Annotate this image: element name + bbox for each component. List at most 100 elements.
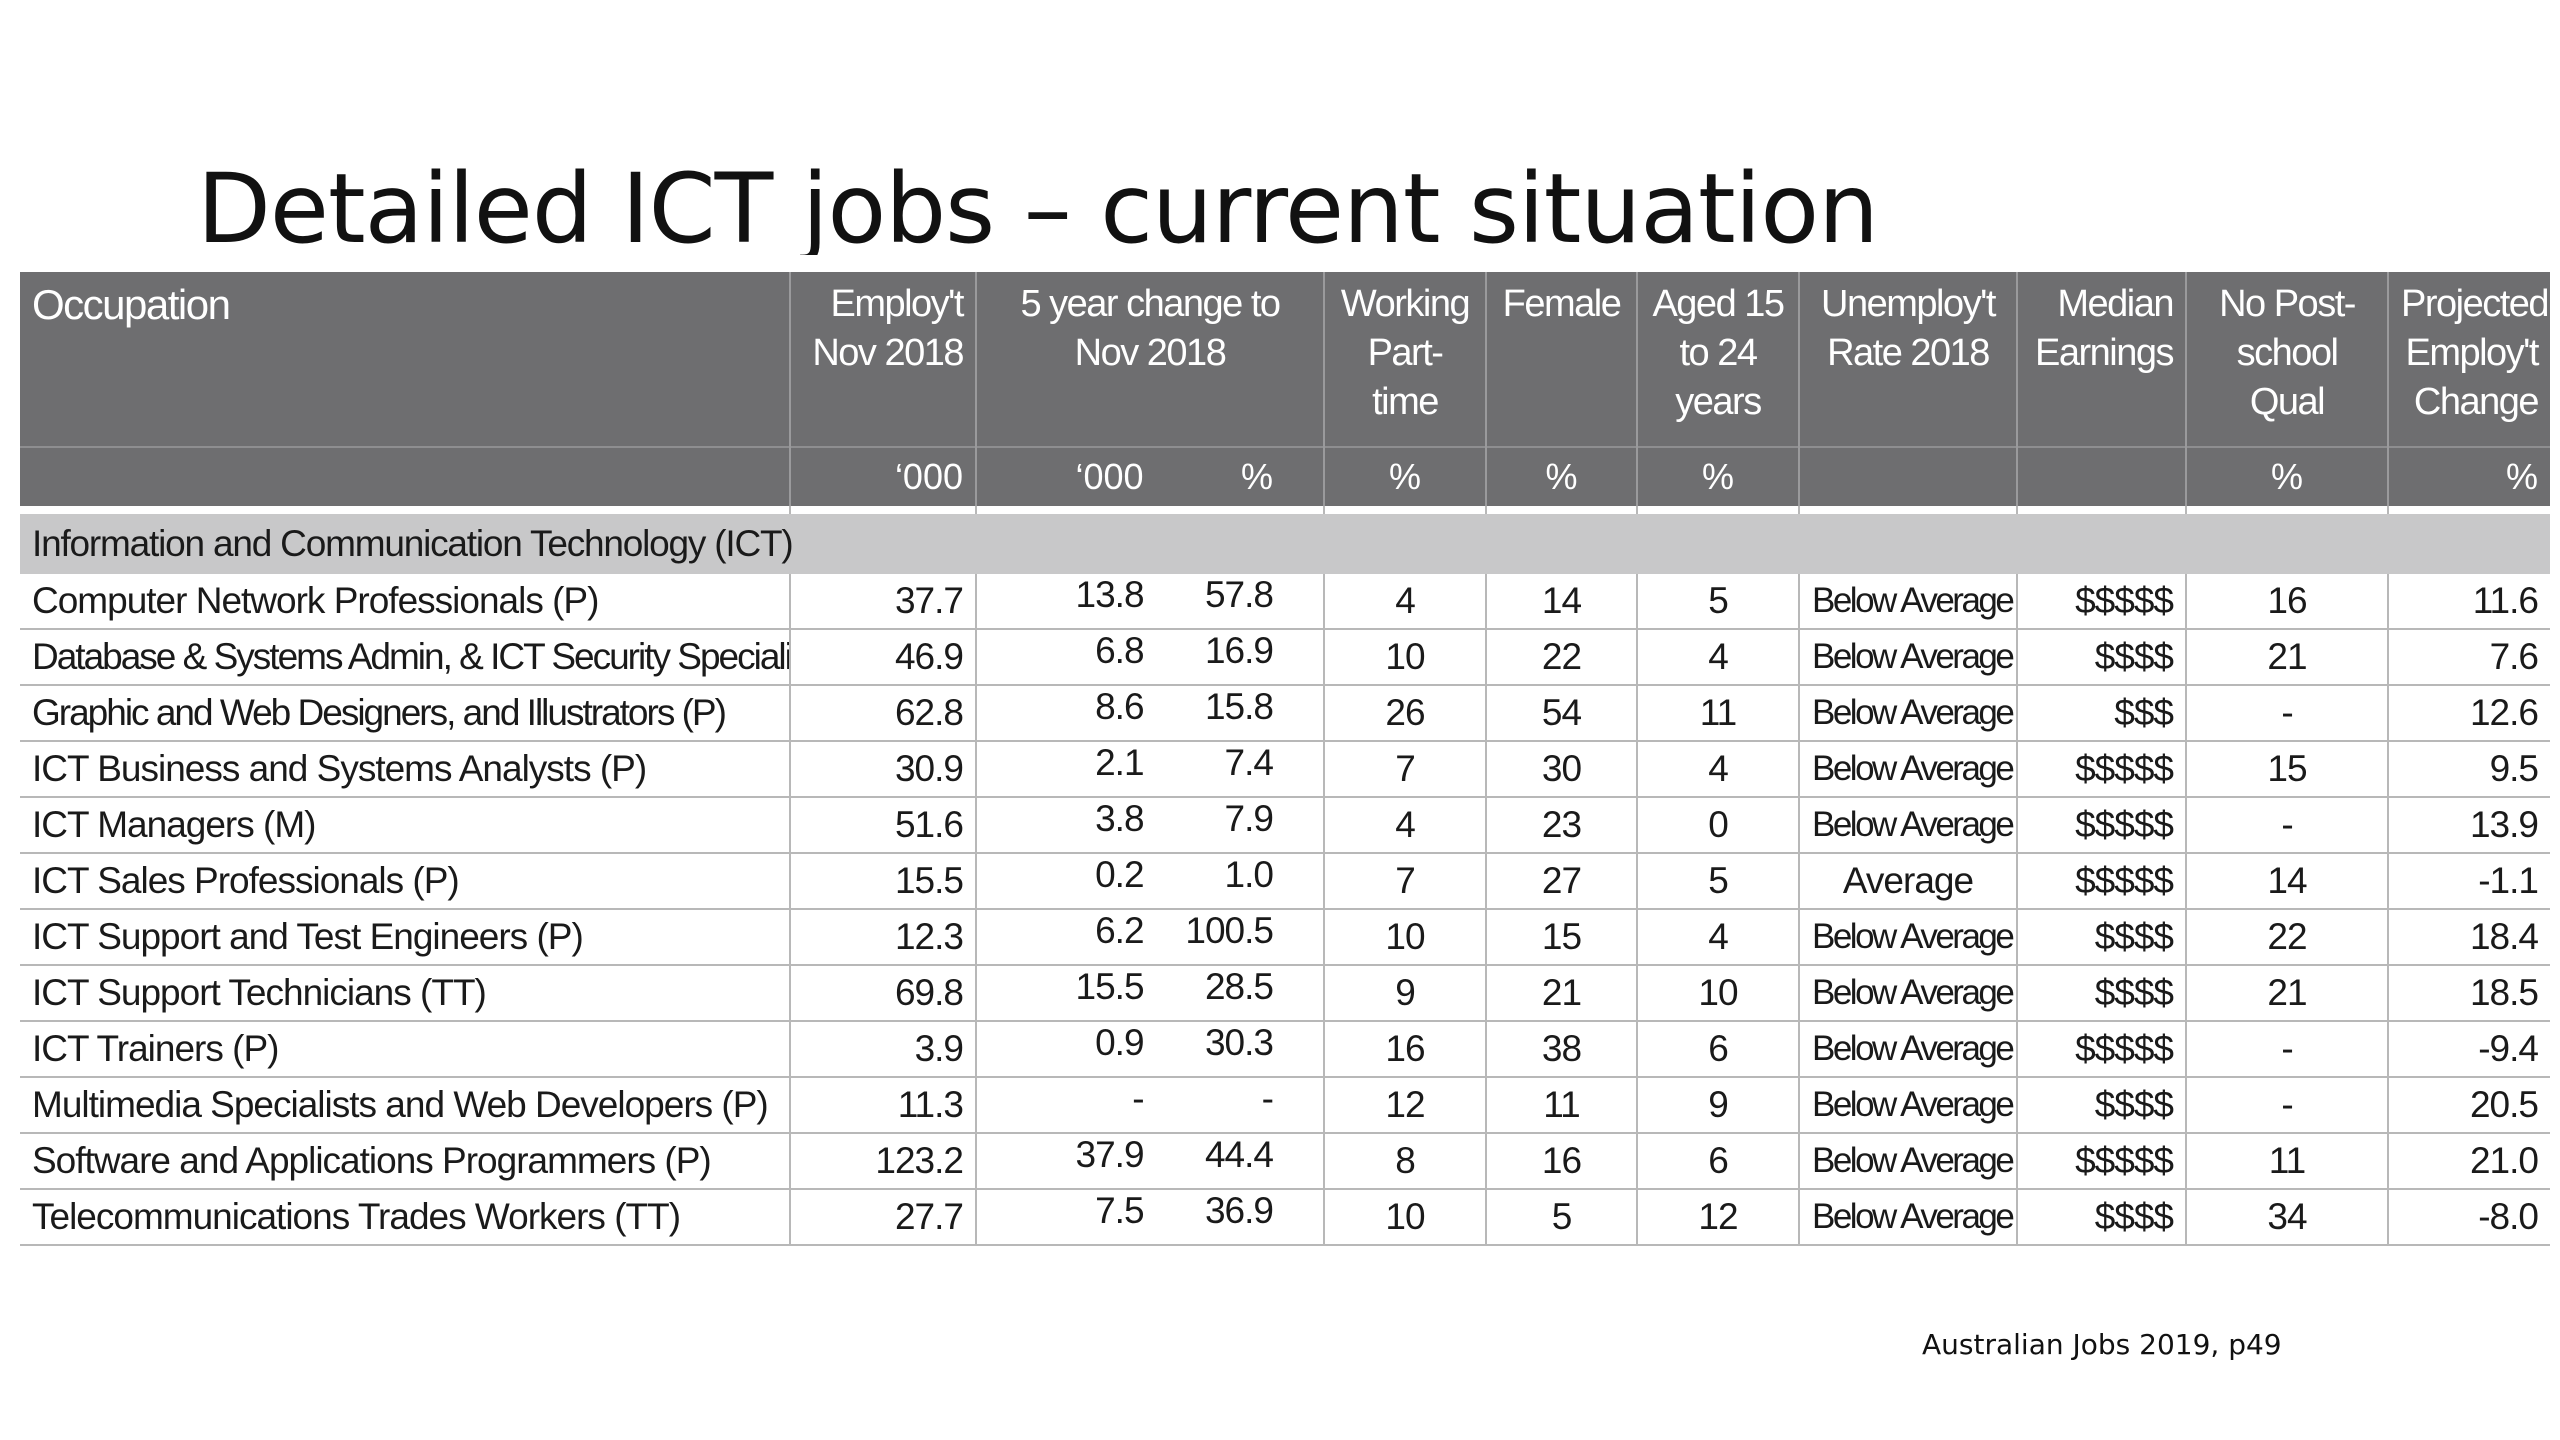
cell-median-earnings: $$$$ <box>2016 1189 2186 1246</box>
cell-unemployment-rate: Below Average <box>1798 629 2017 686</box>
cell-occupation: ICT Trainers (P) <box>20 1021 790 1078</box>
cell-unemployment-rate: Below Average <box>1798 797 2017 854</box>
cell-median-earnings: $$$$ <box>2016 629 2186 686</box>
cell-employment: 15.5 <box>789 853 976 910</box>
cell-median-earnings: $$$$$ <box>2016 741 2186 798</box>
cell-median-earnings: $$$$$ <box>2016 853 2186 910</box>
cell-occupation: Graphic and Web Designers, and Illustrat… <box>20 685 790 742</box>
table-row: Telecommunications Trades Workers (TT) 27… <box>20 1189 2550 1246</box>
cell-aged-15-24: 0 <box>1636 797 1799 854</box>
unit-working-part-time: % <box>1323 446 1486 506</box>
cell-working-part-time: 12 <box>1323 1077 1486 1134</box>
cell-working-part-time: 8 <box>1323 1133 1486 1190</box>
table-row: ICT Business and Systems Analysts (P) 30.… <box>20 741 2550 798</box>
cell-projected-change: -8.0 <box>2387 1189 2550 1246</box>
ict-jobs-table: Occupation Employ't Nov 2018 5 year chan… <box>20 272 2550 1246</box>
header-unemployment-rate: Unemploy't Rate 2018 <box>1798 272 2017 447</box>
cell-female: 16 <box>1485 1133 1637 1190</box>
cell-change-number: 6.8 <box>1095 630 1144 671</box>
cell-working-part-time: 4 <box>1323 797 1486 854</box>
cell-employment: 62.8 <box>789 685 976 742</box>
unit-no-post-school-qual: % <box>2185 446 2388 506</box>
cell-female: 54 <box>1485 685 1637 742</box>
section-row: Information and Communication Technology… <box>20 514 2550 574</box>
cell-occupation: Multimedia Specialists and Web Developer… <box>20 1077 790 1134</box>
cell-unemployment-rate: Below Average <box>1798 1077 2017 1134</box>
table-row: Computer Network Professionals (P) 37.7 13… <box>20 574 2550 630</box>
cell-female: 21 <box>1485 965 1637 1022</box>
cell-female: 15 <box>1485 909 1637 966</box>
cell-aged-15-24: 4 <box>1636 629 1799 686</box>
source-citation: Australian Jobs 2019, p49 <box>1922 1328 2282 1361</box>
cell-unemployment-rate: Below Average <box>1798 1133 2017 1190</box>
cell-five-year-change: 2.1 7.4 <box>975 741 1324 798</box>
cell-employment: 27.7 <box>789 1189 976 1246</box>
cell-unemployment-rate: Below Average <box>1798 741 2017 798</box>
cell-unemployment-rate: Below Average <box>1798 685 2017 742</box>
cell-employment: 11.3 <box>789 1077 976 1134</box>
cell-female: 38 <box>1485 1021 1637 1078</box>
cell-occupation: Computer Network Professionals (P) <box>20 574 790 630</box>
cell-change-percent: 44.4 <box>1204 1134 1274 1175</box>
cell-change-percent: - <box>1261 1078 1274 1119</box>
cell-projected-change: -1.1 <box>2387 853 2550 910</box>
cell-unemployment-rate: Average <box>1798 853 2017 910</box>
table-row: Software and Applications Programmers (P… <box>20 1133 2550 1190</box>
cell-median-earnings: $$$$ <box>2016 965 2186 1022</box>
cell-no-post-school-qual: 34 <box>2185 1189 2388 1246</box>
cell-five-year-change: 6.8 16.9 <box>975 629 1324 686</box>
units-row: ‘000 ‘000 % % % % % % <box>20 446 2550 506</box>
cell-change-percent: 100.5 <box>1185 910 1274 951</box>
cell-projected-change: 21.0 <box>2387 1133 2550 1190</box>
unit-occupation <box>20 446 790 506</box>
cell-aged-15-24: 12 <box>1636 1189 1799 1246</box>
cell-median-earnings: $$$$ <box>2016 909 2186 966</box>
cell-employment: 123.2 <box>789 1133 976 1190</box>
cell-working-part-time: 10 <box>1323 629 1486 686</box>
cell-working-part-time: 26 <box>1323 685 1486 742</box>
header-employment: Employ't Nov 2018 <box>789 272 976 447</box>
cell-unemployment-rate: Below Average <box>1798 574 2017 630</box>
cell-change-percent: 7.4 <box>1224 742 1274 783</box>
cell-change-percent: 36.9 <box>1204 1190 1274 1231</box>
cell-female: 23 <box>1485 797 1637 854</box>
unit-aged-15-24: % <box>1636 446 1799 506</box>
header-aged-15-24: Aged 15 to 24 years <box>1636 272 1799 447</box>
cell-employment: 30.9 <box>789 741 976 798</box>
unit-change-percent: % <box>1240 456 1273 497</box>
cell-median-earnings: $$$$$ <box>2016 574 2186 630</box>
cell-change-number: 2.1 <box>1095 742 1144 783</box>
cell-five-year-change: 0.9 30.3 <box>975 1021 1324 1078</box>
cell-unemployment-rate: Below Average <box>1798 909 2017 966</box>
unit-median-earnings <box>2016 446 2186 506</box>
cell-occupation: ICT Managers (M) <box>20 797 790 854</box>
cell-change-percent: 57.8 <box>1204 574 1274 615</box>
cell-occupation: ICT Business and Systems Analysts (P) <box>20 741 790 798</box>
cell-five-year-change: 7.5 36.9 <box>975 1189 1324 1246</box>
cell-projected-change: 11.6 <box>2387 574 2550 630</box>
cell-no-post-school-qual: - <box>2185 797 2388 854</box>
cell-working-part-time: 4 <box>1323 574 1486 630</box>
header-row: Occupation Employ't Nov 2018 5 year chan… <box>20 272 2550 447</box>
cell-working-part-time: 10 <box>1323 1189 1486 1246</box>
cell-no-post-school-qual: - <box>2185 1077 2388 1134</box>
cell-unemployment-rate: Below Average <box>1798 1189 2017 1246</box>
cell-female: 22 <box>1485 629 1637 686</box>
cell-employment: 12.3 <box>789 909 976 966</box>
cell-projected-change: 12.6 <box>2387 685 2550 742</box>
unit-employment: ‘000 <box>789 446 976 506</box>
unit-female: % <box>1485 446 1637 506</box>
cell-no-post-school-qual: 22 <box>2185 909 2388 966</box>
cell-no-post-school-qual: - <box>2185 685 2388 742</box>
cell-working-part-time: 7 <box>1323 741 1486 798</box>
cell-change-number: 6.2 <box>1095 910 1144 951</box>
cell-no-post-school-qual: 16 <box>2185 574 2388 630</box>
table-body: Information and Communication Technology… <box>20 506 2550 1246</box>
cell-no-post-school-qual: - <box>2185 1021 2388 1078</box>
cell-no-post-school-qual: 21 <box>2185 965 2388 1022</box>
cell-no-post-school-qual: 14 <box>2185 853 2388 910</box>
cell-change-percent: 15.8 <box>1204 686 1274 727</box>
cell-projected-change: -9.4 <box>2387 1021 2550 1078</box>
cell-change-percent: 7.9 <box>1224 798 1274 839</box>
cell-five-year-change: 6.2 100.5 <box>975 909 1324 966</box>
